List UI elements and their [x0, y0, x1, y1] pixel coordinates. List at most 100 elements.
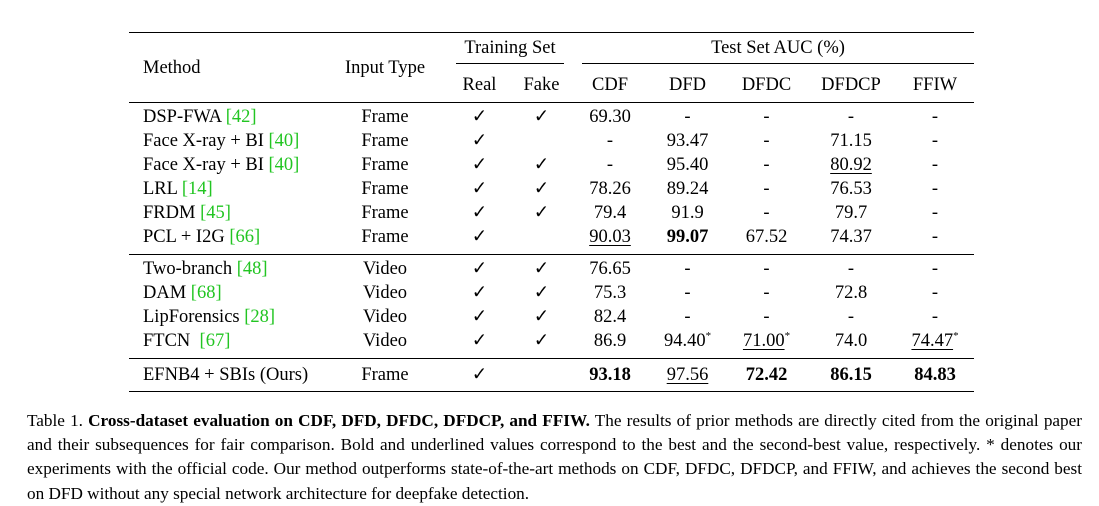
ffiw-cell: 74.47* — [896, 329, 974, 359]
ffiw-cell: 84.83 — [896, 358, 974, 392]
real-cell: ✓ — [471, 307, 488, 327]
input-type-cell: Frame — [361, 131, 409, 151]
citation: [68] — [190, 283, 222, 303]
fake-cell — [511, 129, 572, 153]
citation: [28] — [244, 307, 276, 327]
dfd-cell: 93.47 — [666, 131, 709, 151]
fake-cell: ✓ — [533, 155, 550, 175]
method-name: FRDM — [143, 203, 201, 223]
header-input-type: Input Type — [322, 32, 448, 103]
citation: [48] — [236, 259, 268, 279]
dfd-cell: 94.40* — [648, 329, 727, 359]
header-test-set: Test Set AUC (%) — [582, 36, 974, 64]
cdf-cell: 79.4 — [593, 203, 627, 223]
ffiw-cell: - — [931, 227, 939, 247]
dfdc-cell: 67.52 — [745, 227, 788, 247]
best-value: 93.18 — [589, 365, 631, 385]
best-value: 99.07 — [666, 227, 709, 247]
real-cell: ✓ — [448, 254, 511, 281]
best-value: 86.15 — [830, 365, 872, 385]
method-name: Two-branch — [143, 259, 237, 279]
input-type-cell: Video — [322, 254, 448, 281]
table-row: DAM [68] Video ✓ ✓ 75.3 - - 72.8 - — [129, 281, 974, 305]
dfdcp-cell: 72.8 — [834, 283, 868, 303]
input-type-cell: Frame — [361, 155, 409, 175]
method-name: Face X-ray + BI — [143, 155, 269, 175]
dfdcp-cell: 86.15 — [806, 358, 896, 392]
dfd-cell: - — [648, 102, 727, 129]
fake-cell: ✓ — [533, 307, 550, 327]
input-type-cell: Video — [362, 283, 408, 303]
fake-cell: ✓ — [533, 283, 550, 303]
citation: [66] — [229, 227, 261, 247]
input-type-cell: Frame — [322, 102, 448, 129]
method-cell: Face X-ray + BI [40] — [129, 129, 322, 153]
dfdc-cell: 71.00* — [727, 329, 806, 359]
method-cell: FTCN [67] — [129, 329, 322, 359]
real-cell: ✓ — [471, 331, 488, 351]
real-cell: ✓ — [448, 102, 511, 129]
dfdcp-cell: - — [806, 102, 896, 129]
fake-cell: ✓ — [511, 102, 572, 129]
best-value: 72.42 — [745, 365, 788, 385]
citation: [40] — [268, 155, 300, 175]
input-type-cell: Video — [362, 331, 408, 351]
table-row: FTCN [67] Video ✓ ✓ 86.9 94.40* 71.00* 7… — [129, 329, 974, 359]
second-best-value: 71.00 — [742, 331, 785, 351]
second-best-value: 80.92 — [830, 155, 872, 175]
dfdcp-cell: 80.92 — [806, 153, 896, 177]
ffiw-cell: - — [931, 307, 939, 327]
fake-cell: ✓ — [533, 203, 550, 223]
value: 94.40 — [663, 331, 706, 351]
real-cell: ✓ — [448, 358, 511, 392]
dfdcp-cell: 74.0 — [834, 331, 868, 351]
dfdcp-cell: 79.7 — [834, 203, 868, 223]
dfd-cell: 99.07 — [648, 225, 727, 255]
header-dfd: DFD — [668, 74, 706, 95]
dfdcp-cell: 76.53 — [830, 179, 872, 199]
real-cell: ✓ — [471, 155, 488, 175]
cdf-cell: 93.18 — [572, 358, 648, 392]
cdf-cell: 86.9 — [593, 331, 627, 351]
real-cell: ✓ — [471, 283, 488, 303]
second-best-value: 74.47 — [911, 331, 954, 351]
header-cdf: CDF — [592, 74, 628, 95]
header-real: Real — [462, 74, 497, 95]
dfd-cell: 95.40 — [666, 155, 709, 175]
method-name: DAM — [143, 283, 191, 303]
input-type-cell: Frame — [322, 358, 448, 392]
ffiw-cell: - — [931, 131, 939, 151]
cdf-cell: 90.03 — [572, 225, 648, 255]
cdf-cell: 78.26 — [589, 179, 631, 199]
method-cell: FRDM [45] — [129, 201, 322, 225]
dfdc-cell: - — [763, 307, 770, 327]
fake-cell: ✓ — [511, 254, 572, 281]
caption-body: The results of prior methods are directl… — [27, 411, 1082, 503]
second-best-value: 97.56 — [666, 365, 709, 385]
cdf-cell: 69.30 — [572, 102, 648, 129]
ffiw-cell: - — [931, 155, 939, 175]
header-method: Method — [129, 32, 322, 103]
table-row: FRDM [45] Frame ✓ ✓ 79.4 91.9 - 79.7 - — [129, 201, 974, 225]
dfdc-cell: - — [763, 131, 770, 151]
asterisk-mark: * — [705, 330, 712, 342]
dfdcp-cell: 71.15 — [830, 131, 872, 151]
table-row-ours: EFNB4 + SBIs (Ours) Frame ✓ 93.18 97.56 … — [129, 358, 974, 392]
results-table: Method Input Type Training Set Test Set … — [129, 32, 974, 392]
caption-title: Cross-dataset evaluation on CDF, DFD, DF… — [88, 411, 590, 430]
dfd-cell: 89.24 — [666, 179, 709, 199]
input-type-cell: Video — [362, 307, 408, 327]
table-row: DSP-FWA [42] Frame ✓ ✓ 69.30 - - - - — [129, 102, 974, 129]
real-cell: ✓ — [471, 227, 488, 247]
dfdcp-cell: 74.37 — [830, 227, 872, 247]
table-row: LipForensics [28] Video ✓ ✓ 82.4 - - - - — [129, 305, 974, 329]
dfdc-cell: - — [727, 102, 806, 129]
header-test-set-cell: Test Set AUC (%) — [572, 32, 974, 67]
dfd-cell: - — [684, 283, 691, 303]
best-value: 84.83 — [914, 365, 956, 385]
method-cell: Face X-ray + BI [40] — [129, 153, 322, 177]
fake-cell: ✓ — [533, 179, 550, 199]
method-name: LRL — [143, 179, 182, 199]
cdf-cell: 82.4 — [593, 307, 627, 327]
method-name: PCL + I2G — [143, 227, 230, 247]
